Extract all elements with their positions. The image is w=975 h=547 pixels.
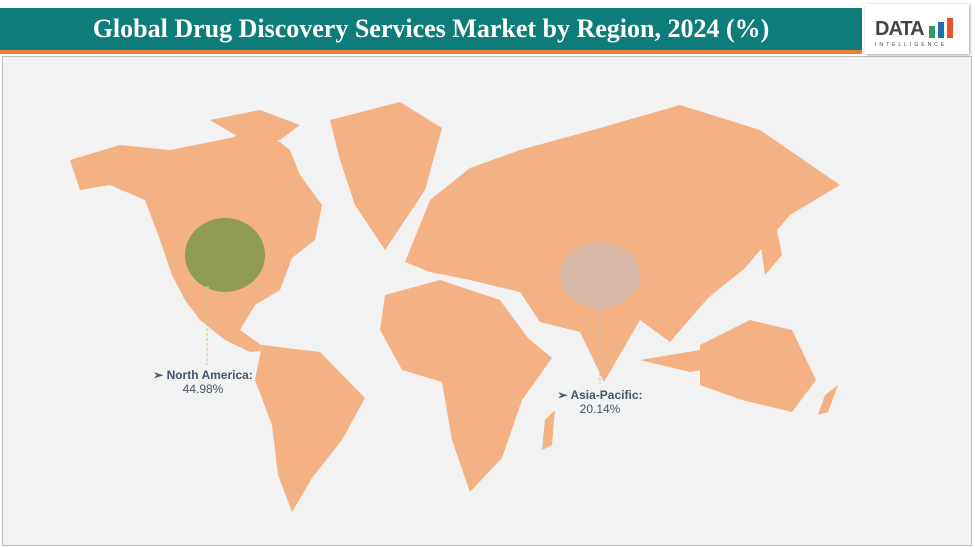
region-value: 44.98% <box>182 382 224 396</box>
japan <box>760 220 782 275</box>
logo-subtext: INTELLIGENCE <box>875 42 948 48</box>
logo-text: DATA <box>875 18 925 40</box>
eurasia <box>405 105 840 382</box>
page-title: Global Drug Discovery Services Market by… <box>92 14 770 43</box>
south-america <box>255 345 365 512</box>
australia <box>700 320 816 412</box>
region-name: Asia-Pacific: <box>570 388 643 402</box>
logo-bars-icon <box>929 18 953 38</box>
greenland <box>330 102 442 250</box>
region-name: North America: <box>166 368 253 382</box>
north-america-label: ➢ North America: 44.98% <box>153 368 253 396</box>
new-zealand <box>818 385 838 415</box>
africa <box>380 280 552 492</box>
asia-pacific-label: ➢ Asia-Pacific: 20.14% <box>557 388 643 416</box>
north-america-bubble <box>185 218 265 292</box>
logo: DATA INTELLIGENCE <box>865 4 969 54</box>
region-value: 20.14% <box>579 402 621 416</box>
arctic-islands <box>210 110 300 140</box>
asia-pacific-bubble <box>560 242 640 308</box>
header-accent-line <box>0 50 862 54</box>
madagascar <box>542 410 555 450</box>
header-bar <box>0 8 862 50</box>
